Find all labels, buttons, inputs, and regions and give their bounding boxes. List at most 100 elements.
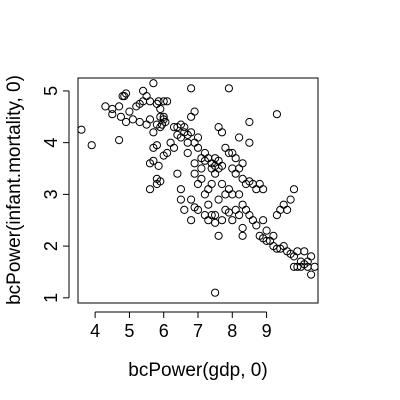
data-point [272,244,281,253]
data-point [121,117,131,127]
data-point [245,138,254,147]
data-point [197,174,206,183]
data-point [272,110,281,119]
data-point [193,133,203,142]
data-point [279,200,288,209]
data-point [120,92,129,101]
data-point [207,179,216,189]
y-tick-label: 4 [41,138,61,148]
data-point [276,205,285,214]
data-point [125,107,134,116]
data-point [187,195,196,204]
data-point [252,185,261,194]
data-points [77,79,319,297]
data-point [293,262,302,271]
data-point [149,156,158,165]
data-point [190,159,199,168]
data-point [187,84,196,93]
data-point [217,216,227,225]
data-point [190,169,199,178]
data-point [183,148,192,158]
data-point [152,141,161,150]
data-point [259,216,268,225]
data-point [193,179,203,189]
data-point [156,104,165,114]
data-point [235,211,244,220]
data-point [139,86,148,96]
data-point [231,205,240,214]
data-point [152,120,161,129]
x-tick-label: 7 [193,321,203,341]
data-point [128,115,137,124]
data-point [214,231,223,240]
data-point [224,84,233,93]
data-point [176,195,185,204]
data-point [204,185,213,194]
data-point [77,125,86,134]
data-point [217,128,227,137]
data-point [221,190,230,199]
data-point [245,211,254,220]
data-point [211,288,220,297]
data-point [235,190,244,199]
data-point [228,216,237,225]
x-tick-label: 4 [90,321,100,341]
data-point [300,247,309,256]
data-point [161,117,170,127]
x-tick-label: 5 [124,321,134,341]
y-axis-title: bcPower(infant.mortality, 0) [4,75,25,305]
data-point [187,128,196,137]
data-point [101,102,110,111]
data-point [231,154,240,163]
data-point [221,143,230,152]
data-point [255,179,264,189]
data-point [149,79,158,88]
data-point [217,179,227,189]
data-point [286,195,295,204]
data-point [183,138,192,147]
data-point [145,115,155,124]
data-point [214,195,223,204]
x-tick-label: 9 [262,321,272,341]
data-point [180,123,189,132]
data-point [142,120,151,129]
data-point [154,97,163,106]
data-point [156,177,165,186]
data-point [231,169,240,178]
y-tick-label: 3 [41,189,61,199]
data-point [87,141,96,150]
data-point [269,231,278,240]
data-point [224,148,233,158]
data-point [262,236,271,245]
plot-frame [77,77,319,304]
data-point [135,117,144,127]
data-point [145,97,155,106]
data-point [159,97,168,106]
data-point [211,169,220,178]
data-point [211,218,220,227]
y-tick-label: 2 [41,241,61,251]
data-point [115,102,124,111]
data-point [238,200,247,209]
data-point [235,164,244,173]
data-point [193,205,203,214]
data-point [187,112,196,121]
data-point [310,262,319,271]
data-point [307,270,316,279]
data-point [200,148,209,158]
data-point [224,208,233,217]
data-point [228,164,237,173]
data-point [159,112,168,121]
data-point [224,185,233,194]
y-tick-label: 5 [41,86,61,96]
data-point [149,128,158,137]
data-point [303,257,312,266]
data-point [154,161,163,170]
data-point [262,226,271,235]
data-point [121,89,131,98]
data-point [259,185,268,194]
data-point [252,221,261,230]
data-point [108,104,117,114]
x-tick-label: 8 [227,321,237,341]
data-point [176,185,185,194]
